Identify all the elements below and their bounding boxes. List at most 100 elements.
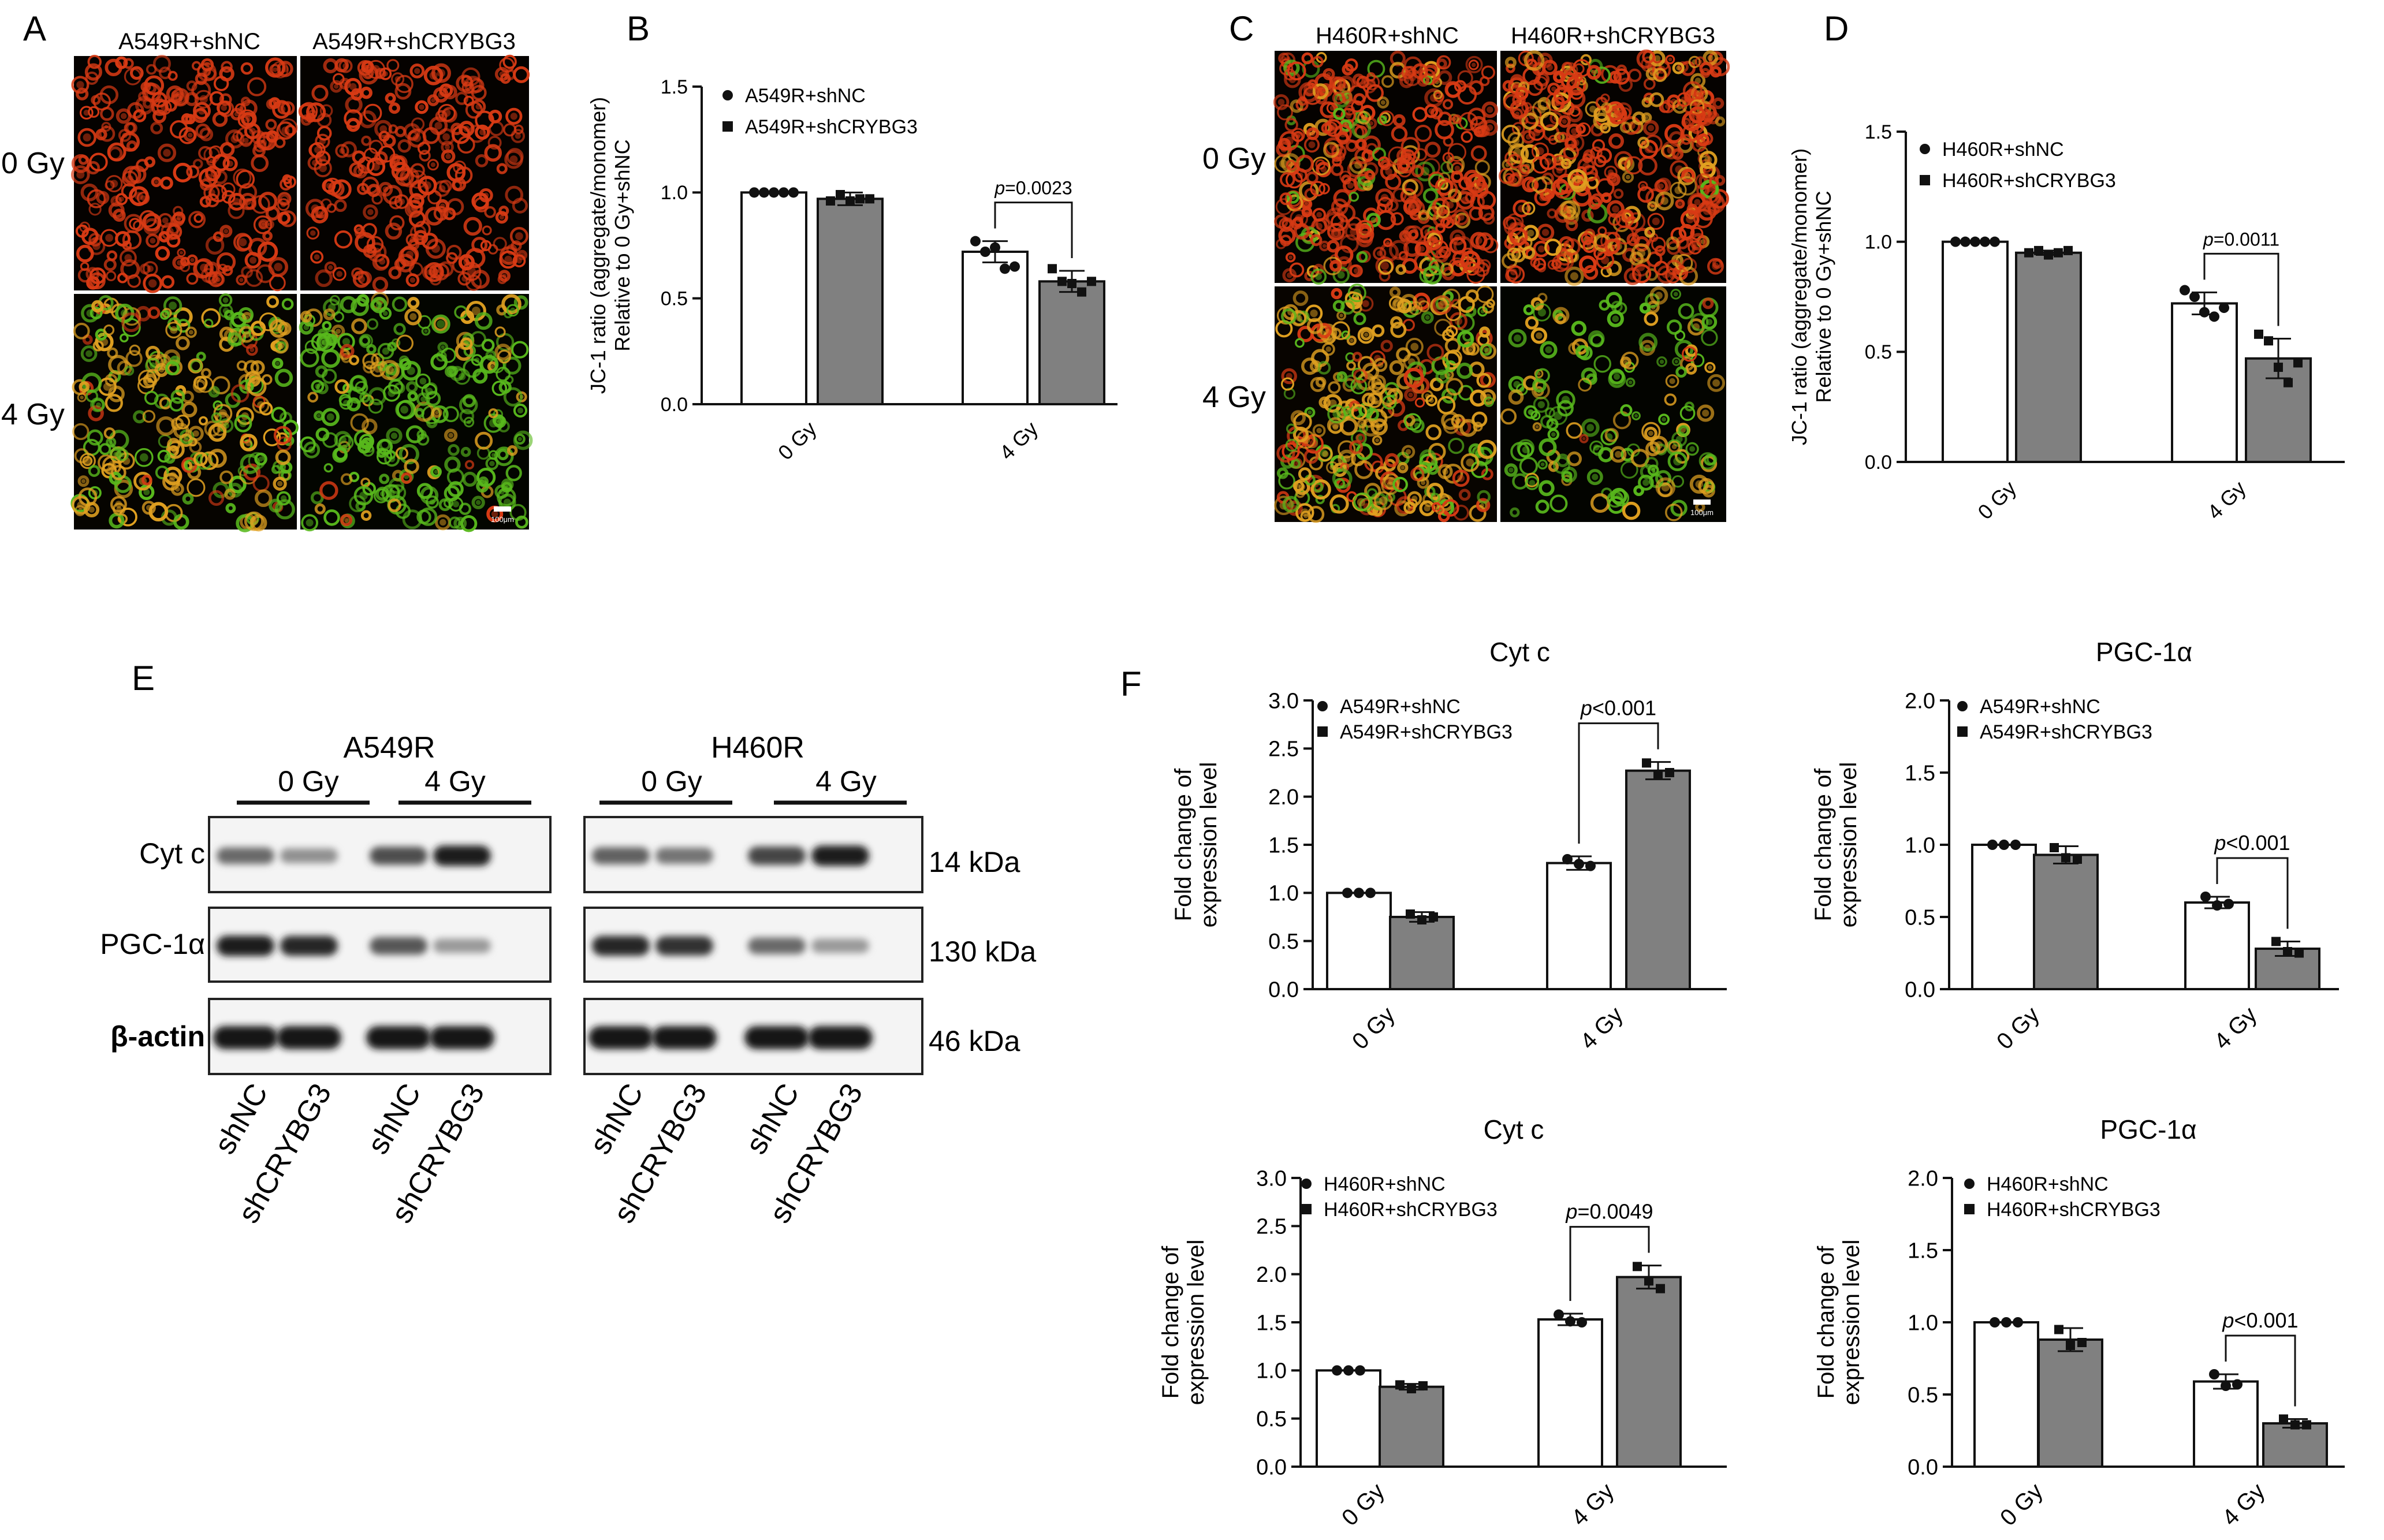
cell <box>463 95 474 106</box>
cell-core <box>442 133 450 141</box>
cell <box>1399 159 1410 170</box>
cell-core <box>1651 468 1656 473</box>
data-point <box>2209 311 2219 322</box>
cell-core <box>1475 237 1482 244</box>
cell <box>115 56 128 69</box>
data-point <box>1633 1262 1642 1271</box>
cell-core <box>202 67 211 76</box>
cell <box>1510 507 1520 518</box>
cell-core <box>143 489 150 495</box>
cell-core <box>1661 483 1670 492</box>
cell <box>1689 474 1709 494</box>
cell <box>315 206 327 219</box>
cell <box>79 381 90 393</box>
cell-core <box>1571 79 1577 85</box>
cell <box>151 177 162 188</box>
cell <box>138 91 148 102</box>
blot-dose-label: 0 Gy <box>641 765 702 797</box>
cell <box>385 92 396 104</box>
cell-core <box>1593 444 1600 451</box>
cell <box>99 443 111 456</box>
cell <box>498 270 511 282</box>
cell-core <box>1712 379 1720 387</box>
bar <box>2184 901 2250 990</box>
data-point <box>2001 1317 2012 1328</box>
scale-bar-label: 100μm <box>491 515 514 524</box>
cell <box>1458 489 1471 501</box>
cell <box>1508 389 1524 405</box>
cell <box>76 87 89 100</box>
cell-core <box>1446 155 1451 161</box>
cell <box>1678 223 1695 240</box>
cell-core <box>163 313 167 317</box>
cell <box>170 389 185 404</box>
data-point <box>2219 303 2229 314</box>
cell <box>1435 505 1445 515</box>
cell <box>1312 83 1329 99</box>
cell <box>1558 132 1569 143</box>
cell <box>1461 453 1480 472</box>
cell <box>148 502 169 522</box>
cell <box>1377 156 1390 169</box>
cell-core <box>169 301 177 310</box>
cell <box>1535 368 1550 383</box>
cell <box>1285 438 1299 452</box>
cell <box>1655 443 1667 456</box>
cell <box>157 143 177 162</box>
cell <box>303 441 321 458</box>
cell <box>1712 258 1723 269</box>
cell <box>393 323 406 335</box>
cell <box>362 418 378 435</box>
cell-core <box>1674 360 1678 364</box>
cell-core <box>1483 347 1489 352</box>
cell-core <box>267 222 271 226</box>
data-point <box>1417 915 1426 924</box>
cell <box>192 61 202 71</box>
data-point <box>2200 892 2211 902</box>
cell-core <box>1585 156 1589 160</box>
cell <box>455 342 474 361</box>
cell <box>1607 491 1624 508</box>
cell <box>1349 440 1364 454</box>
bar <box>2171 302 2238 463</box>
cell <box>1430 493 1440 503</box>
cell <box>129 344 141 356</box>
cell <box>1459 419 1478 437</box>
micrograph-tile <box>299 292 533 532</box>
cell <box>85 390 99 402</box>
cell-core <box>1641 184 1645 188</box>
data-point <box>1644 1276 1653 1286</box>
cell <box>1411 165 1424 178</box>
cell <box>135 448 154 467</box>
cell-core <box>199 95 208 103</box>
cell <box>1579 434 1589 443</box>
cell-core <box>1296 484 1301 489</box>
micrograph-row-label: 0 Gy <box>1202 142 1266 176</box>
cell <box>155 465 169 480</box>
cell-core <box>1409 201 1417 209</box>
data-point <box>1987 840 1998 850</box>
blot-band <box>655 936 713 956</box>
data-point <box>1342 888 1353 898</box>
cell <box>300 311 312 323</box>
cell <box>1641 422 1661 442</box>
cell-core <box>1637 249 1645 258</box>
cell <box>129 66 144 80</box>
cell <box>311 84 329 102</box>
cell <box>460 446 471 457</box>
cell <box>441 140 454 154</box>
cell <box>453 516 467 530</box>
cell <box>1699 151 1718 169</box>
cell <box>334 230 353 249</box>
cell <box>1521 112 1539 130</box>
legend-marker <box>1301 1204 1312 1214</box>
cell-core <box>1347 182 1354 189</box>
cell-core <box>1336 95 1342 101</box>
cell <box>1467 107 1486 126</box>
cell-core <box>312 159 318 166</box>
cell <box>505 107 523 125</box>
cell <box>1344 58 1358 72</box>
cell <box>1352 352 1362 362</box>
cell-core <box>150 237 156 244</box>
cell-core <box>1362 300 1369 307</box>
